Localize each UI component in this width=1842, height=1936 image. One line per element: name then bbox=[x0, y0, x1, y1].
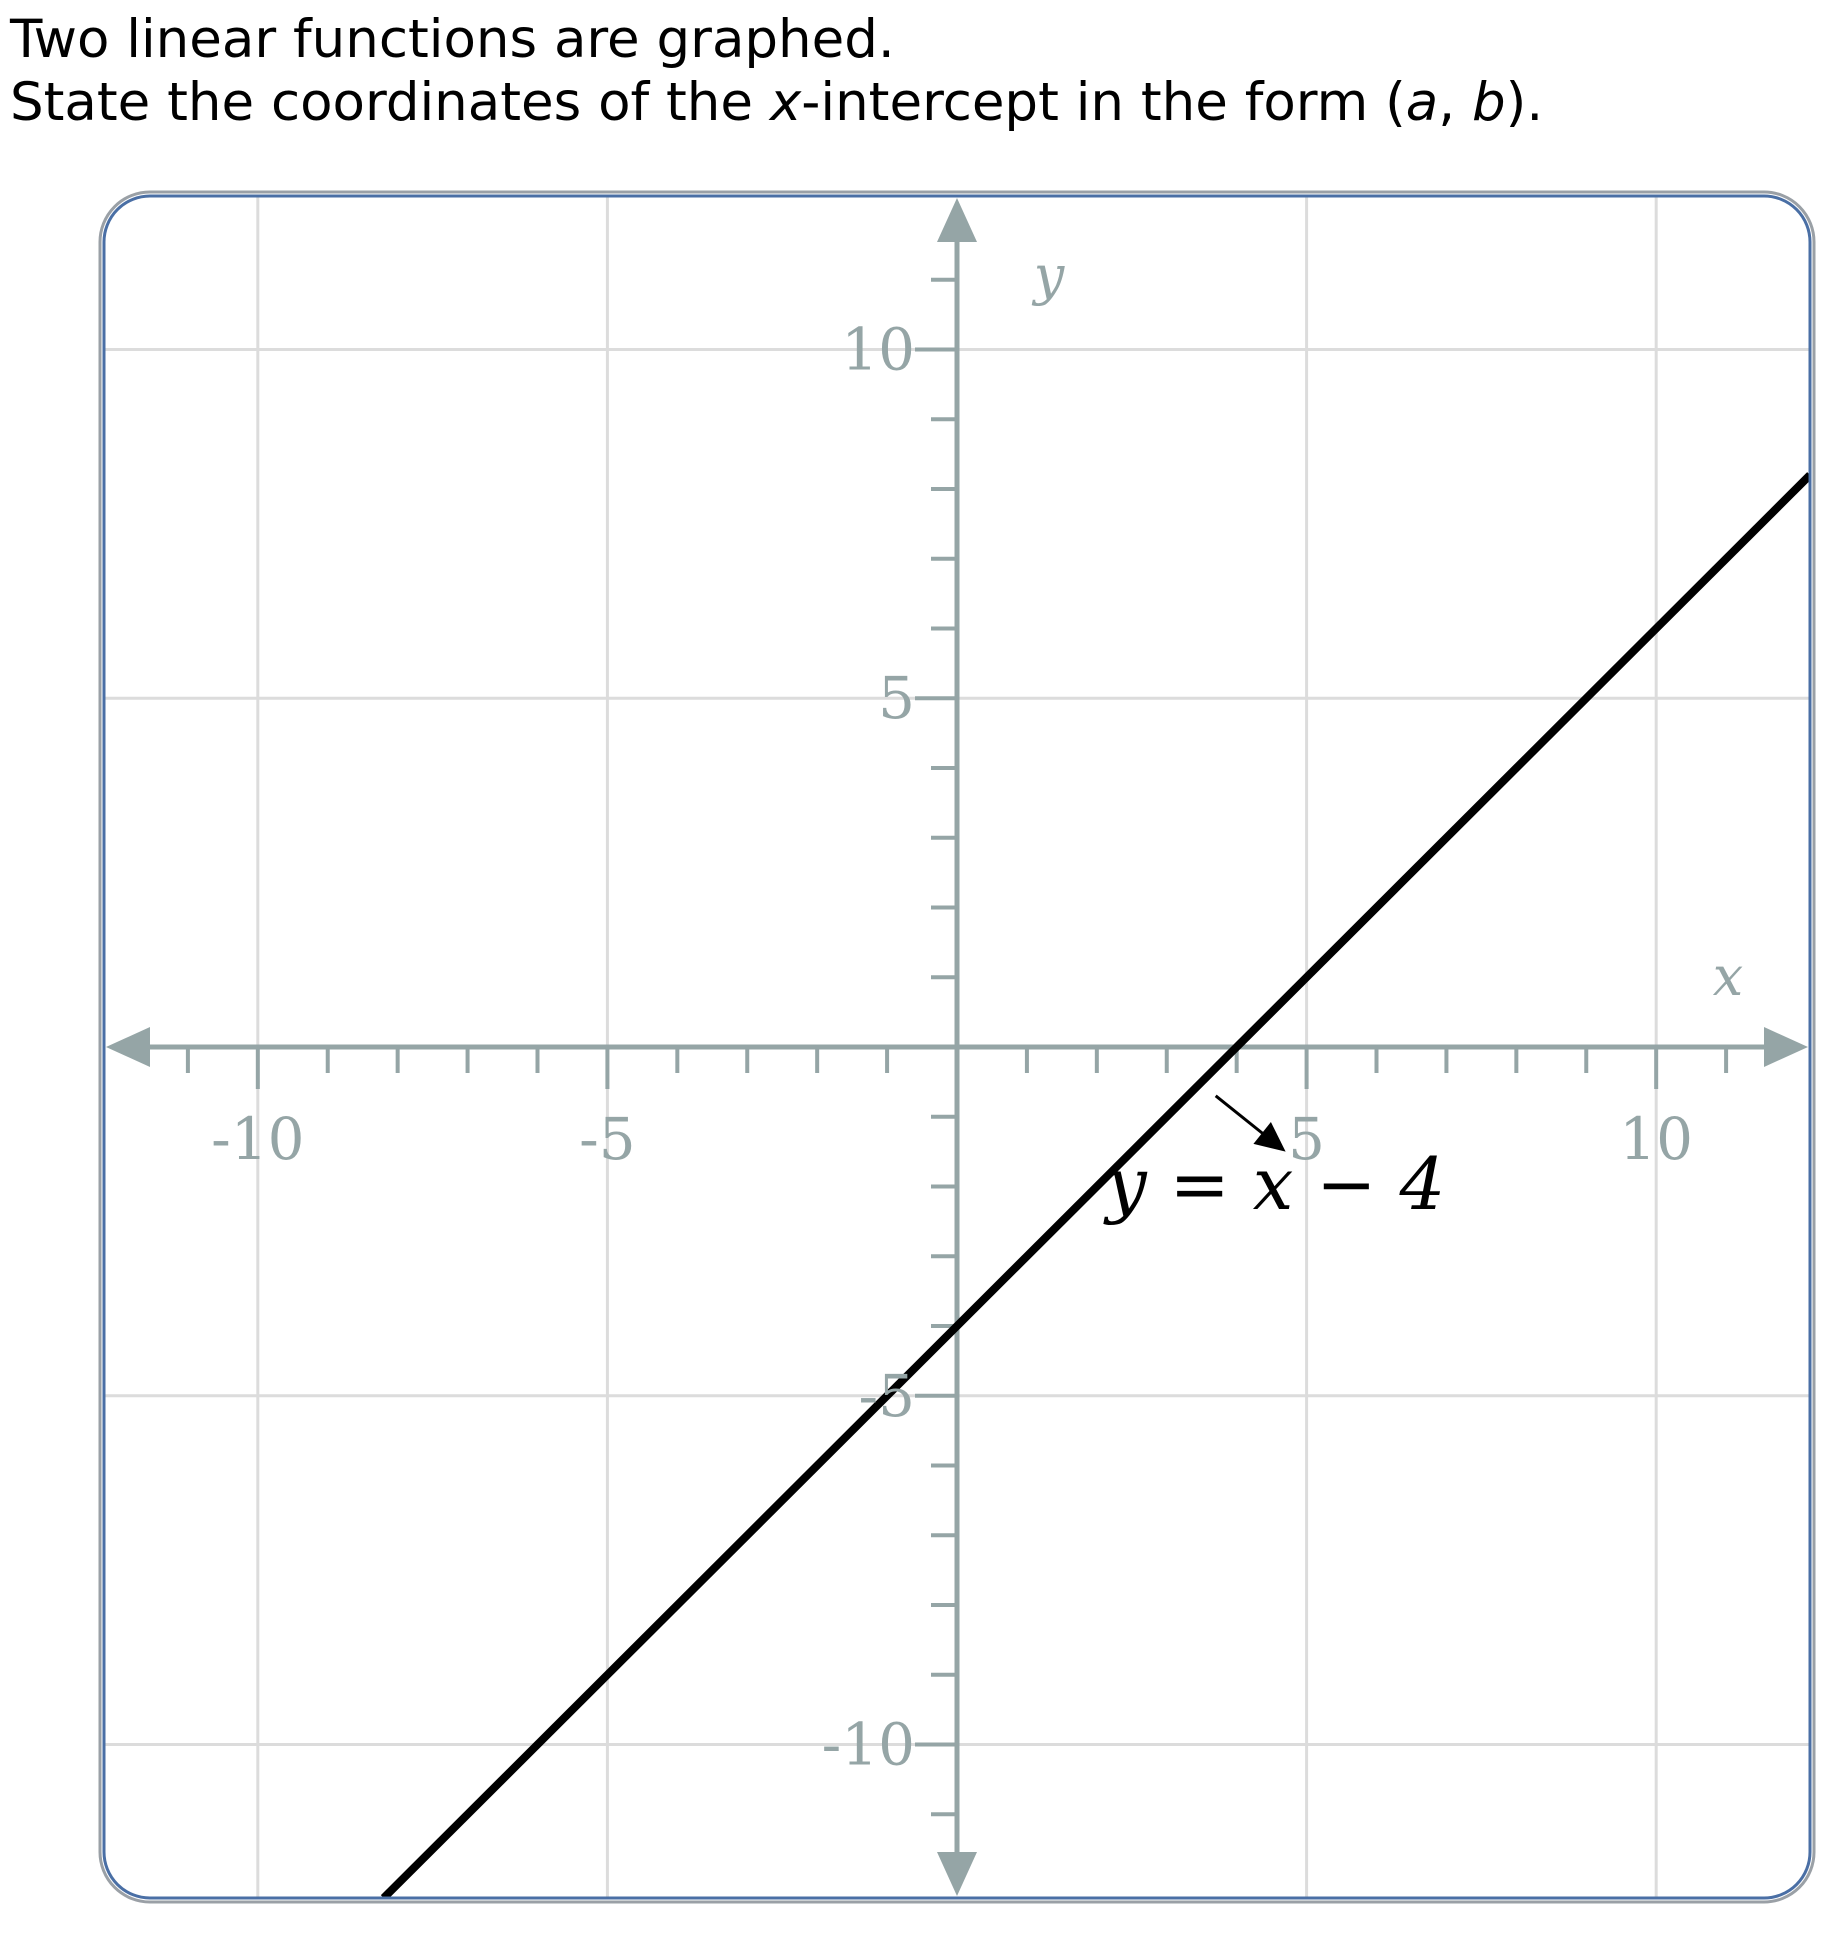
question-var-b: b bbox=[1471, 72, 1506, 133]
question-var-a: a bbox=[1405, 72, 1439, 133]
question-line-2-end: ). bbox=[1505, 72, 1544, 133]
x-tick-label--10: -10 bbox=[211, 1105, 304, 1173]
question-line-2-start: State the coordinates of the bbox=[10, 72, 770, 133]
plot-frame-inner bbox=[102, 194, 1812, 1900]
x-axis-arrow-right bbox=[1764, 1027, 1808, 1067]
x-tick-label-5: 5 bbox=[1288, 1105, 1325, 1173]
y-axis-arrow-down bbox=[937, 1852, 977, 1896]
y-axis-arrow-up bbox=[937, 198, 977, 242]
equation-label: y = x − 4 bbox=[1103, 1142, 1445, 1226]
question-var-x: x bbox=[769, 72, 802, 133]
x-tick-label--5: -5 bbox=[579, 1105, 636, 1173]
x-tick-label-10: 10 bbox=[1619, 1105, 1693, 1173]
question-comma: , bbox=[1438, 72, 1472, 133]
annotation-arrow-head bbox=[1253, 1121, 1286, 1152]
function-line-1 bbox=[380, 472, 1810, 1898]
question-line-2: State the coordinates of the x-intercept… bbox=[10, 71, 1830, 134]
axes bbox=[106, 198, 1808, 1896]
x-axis-label: x bbox=[1713, 945, 1743, 1008]
labels: -10 -5 5 10 10 5 -5 -10 x y y = x − 4 bbox=[211, 244, 1743, 1779]
y-tick-label-10: 10 bbox=[841, 315, 915, 383]
question-text: Two linear functions are graphed. State … bbox=[10, 8, 1830, 134]
y-tick-label--5: -5 bbox=[859, 1362, 916, 1430]
plot-lines bbox=[380, 472, 1810, 1898]
question-line-1: Two linear functions are graphed. bbox=[10, 9, 895, 70]
question-line-2-mid: -intercept in the form ( bbox=[801, 72, 1406, 133]
y-tick-label--10: -10 bbox=[822, 1711, 915, 1779]
x-axis-arrow-left bbox=[106, 1027, 150, 1067]
y-axis-label: y bbox=[1032, 244, 1066, 307]
y-tick-label-5: 5 bbox=[878, 664, 915, 732]
